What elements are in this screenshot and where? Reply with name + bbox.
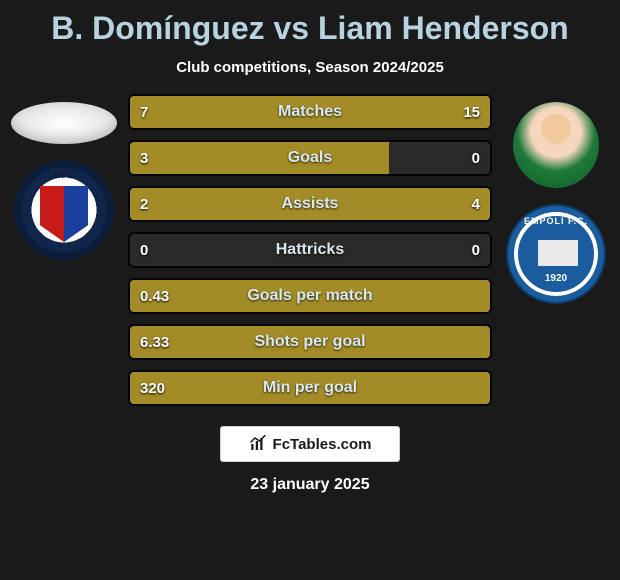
crest-text: EMPOLI F.C. [508,216,604,226]
stat-bars: 715Matches 30Goals 24Assists 00Hattricks 0.4… [124,94,496,406]
page-subtitle: Club competitions, Season 2024/2025 [0,59,620,76]
stat-label: Shots per goal [130,333,490,351]
comparison-layout: 715Matches 30Goals 24Assists 00Hattricks 0.4… [0,94,620,406]
player2-avatar [513,102,599,188]
left-side [4,94,124,260]
brand-badge[interactable]: FcTables.com [220,426,400,462]
footer-date: 23 january 2025 [0,476,620,494]
crest-year: 1920 [508,273,604,284]
stat-row: 0.43Goals per match [128,278,492,314]
stat-label: Assists [130,195,490,213]
stat-row: 715Matches [128,94,492,130]
player2-club-crest: EMPOLI F.C. 1920 [506,204,606,304]
stat-label: Goals [130,149,490,167]
stat-label: Min per goal [130,379,490,397]
chart-icon [249,435,267,453]
stat-label: Matches [130,103,490,121]
player1-club-crest [14,160,114,260]
stat-label: Goals per match [130,287,490,305]
stat-label: Hattricks [130,241,490,259]
stat-row: 30Goals [128,140,492,176]
stat-row: 6.33Shots per goal [128,324,492,360]
player1-avatar [11,102,117,144]
stat-row: 00Hattricks [128,232,492,268]
stat-row: 320Min per goal [128,370,492,406]
stat-row: 24Assists [128,186,492,222]
page-title: B. Domínguez vs Liam Henderson [0,0,620,47]
right-side: EMPOLI F.C. 1920 [496,94,616,304]
brand-text: FcTables.com [273,436,372,453]
